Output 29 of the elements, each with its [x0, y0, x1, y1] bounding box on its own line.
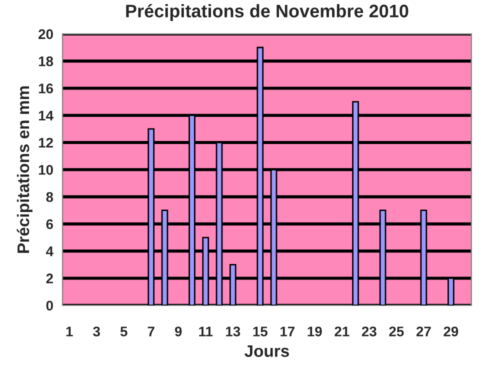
y-axis-title: Précipitations en mm	[16, 86, 32, 253]
x-tick-label: 15	[253, 326, 268, 336]
y-tick-label: 4	[46, 246, 54, 256]
x-tick-label: 13	[226, 326, 240, 336]
x-tick-label: 21	[334, 326, 350, 336]
x-tick-label: 23	[362, 326, 376, 336]
y-tick-label: 2	[46, 274, 53, 284]
x-tick-label: 25	[389, 326, 404, 336]
y-tick-label: 16	[38, 84, 53, 94]
x-tick-label: 19	[308, 326, 322, 336]
x-tick-label: 11	[199, 326, 213, 336]
x-tick-label: 5	[120, 326, 128, 336]
x-tick-label: 27	[416, 326, 431, 336]
x-tick-label: 1	[66, 326, 73, 336]
y-tick-label: 20	[38, 29, 53, 40]
x-tick-label: 29	[444, 326, 458, 336]
x-axis-title: Jours	[244, 345, 289, 357]
chart-title: Précipitations de Novembre 2010	[126, 4, 408, 22]
y-tick-label: 0	[46, 300, 53, 311]
x-tick-label: 17	[280, 326, 295, 336]
x-tick-label: 3	[93, 326, 100, 336]
y-tick-label: 8	[46, 192, 54, 202]
x-tick-label: 7	[148, 326, 154, 336]
y-tick-label: 10	[38, 164, 53, 175]
x-tick-label: 9	[174, 326, 182, 336]
y-tick-label: 18	[38, 56, 54, 66]
y-tick-label: 6	[46, 219, 53, 230]
y-tick-label: 14	[38, 110, 54, 120]
y-tick-label: 12	[38, 138, 53, 148]
